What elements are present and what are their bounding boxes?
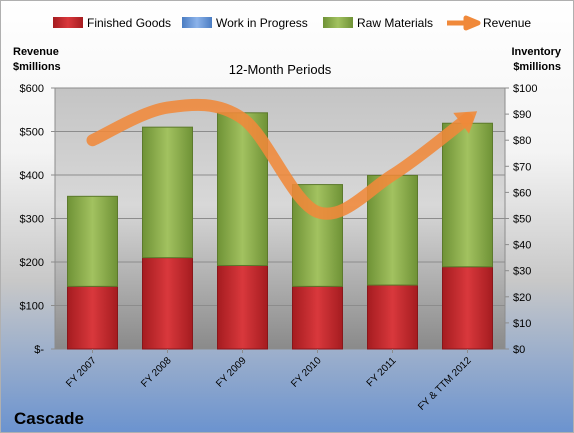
bar-finished-goods: [142, 257, 193, 350]
right-tick-label: $90: [513, 109, 531, 121]
right-tick-label: $10: [513, 318, 531, 330]
legend: Finished Goods Work in Progress Raw Mate…: [53, 15, 531, 31]
bar-finished-goods: [217, 264, 268, 350]
left-tick-label: $300: [20, 214, 44, 226]
legend-arrow-revenue: [447, 15, 481, 31]
right-tick-label: $0: [513, 344, 525, 356]
right-tick-label: $40: [513, 240, 531, 252]
bar-finished-goods: [367, 284, 418, 350]
left-tick-label: $600: [20, 83, 44, 95]
left-tick-label: $200: [20, 257, 44, 269]
left-axis-ticks: $- $100 $200 $300 $400 $500 $600: [20, 83, 55, 356]
legend-swatch-work-in-progress: [182, 17, 212, 28]
revenue-series: [86, 98, 478, 220]
right-tick-label: $30: [513, 266, 531, 278]
left-tick-label: $400: [20, 170, 44, 182]
legend-label-revenue: Revenue: [483, 16, 531, 30]
bar-raw-materials: [142, 126, 193, 259]
right-tick-label: $70: [513, 161, 531, 173]
left-axis-title-line1: Revenue: [13, 46, 59, 58]
right-tick-label: $80: [513, 135, 531, 147]
bar-raw-materials: [442, 122, 493, 268]
company-name: Cascade: [14, 409, 84, 428]
chart-subtitle: 12-Month Periods: [229, 62, 332, 77]
legend-swatch-finished-goods: [53, 17, 83, 28]
right-tick-label: $60: [513, 187, 531, 199]
right-axis-title-line1: Inventory: [511, 46, 561, 58]
legend-label-work-in-progress: Work in Progress: [216, 16, 308, 30]
right-axis-ticks: $0 $10 $20 $30 $40 $50 $60 $70 $80 $90 $100: [505, 83, 537, 356]
legend-label-finished-goods: Finished Goods: [87, 16, 171, 30]
left-tick-label: $100: [20, 301, 44, 313]
left-axis-title-line2: $millions: [13, 61, 61, 73]
right-tick-label: $50: [513, 214, 531, 226]
bar-finished-goods: [292, 285, 343, 350]
right-tick-label: $20: [513, 292, 531, 304]
right-tick-label: $100: [513, 83, 537, 95]
revenue-line: [86, 98, 474, 220]
bar-finished-goods: [67, 285, 118, 350]
bar-raw-materials: [67, 195, 118, 287]
gridlines: [54, 87, 506, 350]
right-axis-title-line2: $millions: [513, 61, 561, 73]
left-tick-label: $500: [20, 127, 44, 139]
bar-finished-goods: [442, 266, 493, 350]
revenue-arrowhead: [453, 111, 478, 134]
left-tick-label: $-: [34, 344, 44, 356]
legend-label-raw-materials: Raw Materials: [357, 16, 433, 30]
legend-swatch-raw-materials: [323, 17, 353, 28]
